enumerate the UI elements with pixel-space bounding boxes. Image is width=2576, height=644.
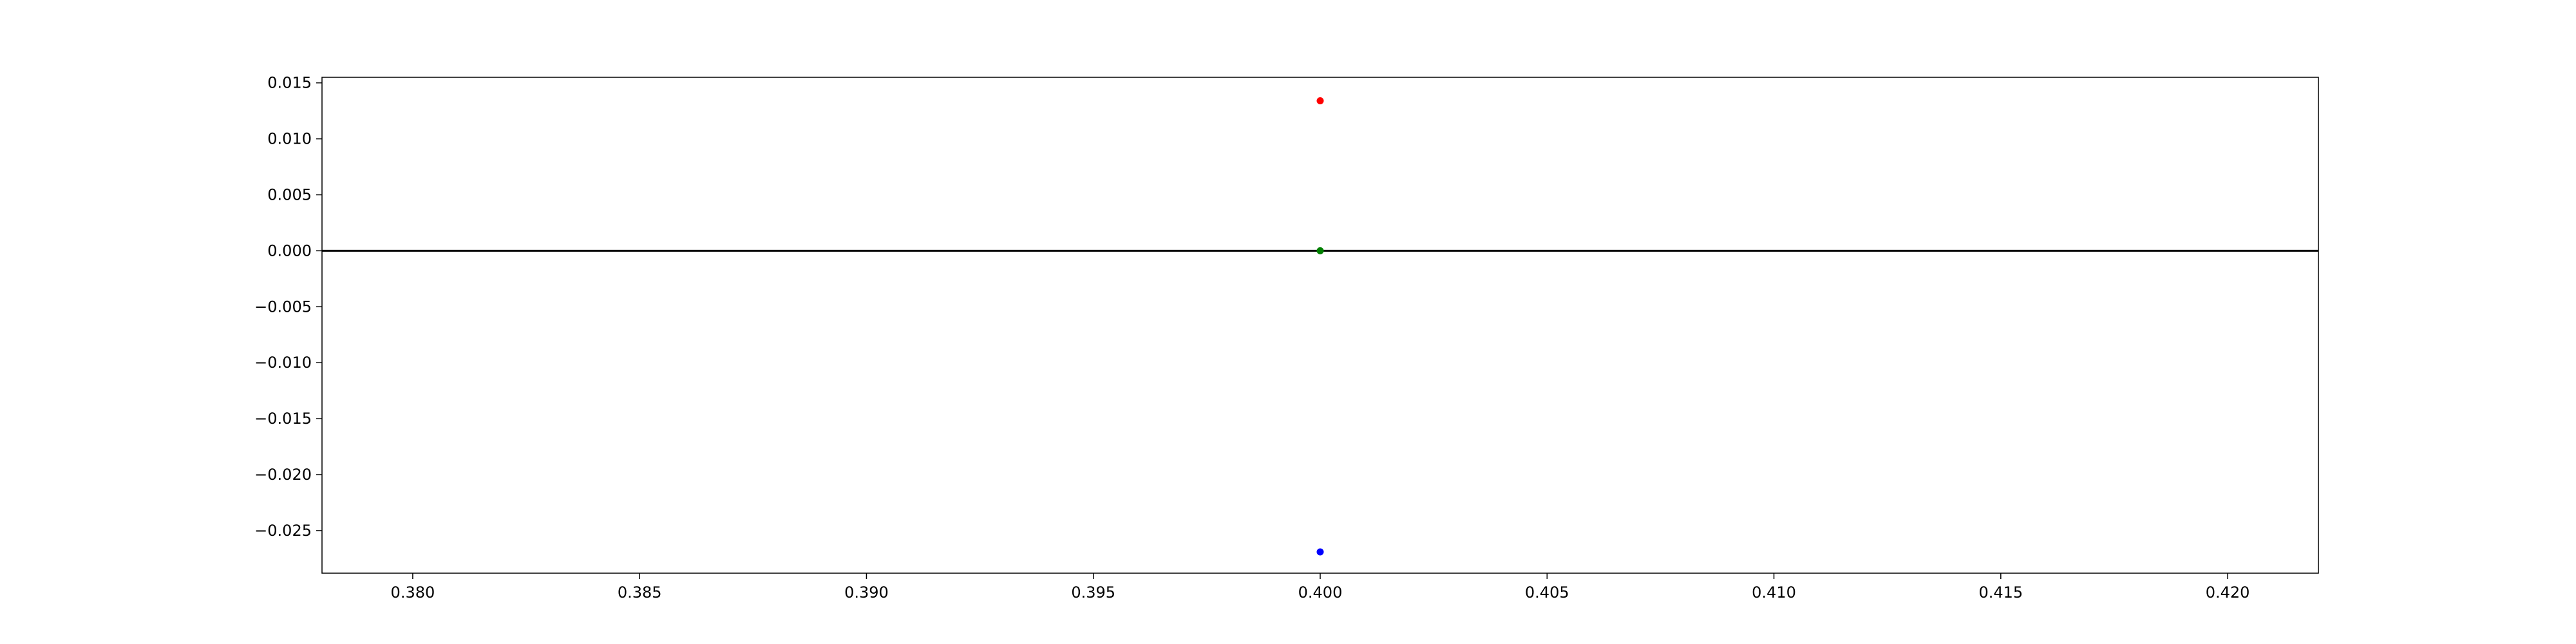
data-point: [1316, 548, 1324, 556]
y-tick-label: −0.015: [254, 410, 312, 428]
y-tick-label: 0.005: [267, 186, 312, 204]
data-points: [1316, 97, 1324, 556]
x-tick-label: 0.380: [391, 583, 435, 601]
data-point: [1316, 97, 1324, 105]
plot-area-frame: [321, 77, 2319, 574]
y-tick-label: 0.000: [267, 242, 312, 260]
y-tick-label: −0.010: [254, 354, 312, 372]
y-tick-label: 0.010: [267, 130, 312, 148]
y-tick-label: −0.020: [254, 466, 312, 484]
x-axis: 0.380 0.385 0.390 0.395 0.400 0.405 0.410 0.415…: [391, 573, 2250, 601]
x-tick-label: 0.390: [844, 583, 889, 601]
x-tick-label: 0.420: [2206, 583, 2250, 601]
y-tick-label: −0.025: [254, 522, 312, 540]
x-tick-label: 0.415: [1978, 583, 2023, 601]
x-tick-label: 0.395: [1071, 583, 1115, 601]
x-tick-label: 0.405: [1525, 583, 1569, 601]
data-point: [1316, 247, 1324, 254]
y-tick-label: 0.015: [267, 74, 312, 92]
x-tick-label: 0.385: [618, 583, 662, 601]
x-tick-label: 0.400: [1298, 583, 1343, 601]
y-axis: 0.015 0.010 0.005 0.000 −0.005 −0.010 −0.015 −0…: [254, 74, 322, 540]
y-tick-label: −0.005: [254, 298, 312, 316]
x-tick-label: 0.410: [1752, 583, 1796, 601]
